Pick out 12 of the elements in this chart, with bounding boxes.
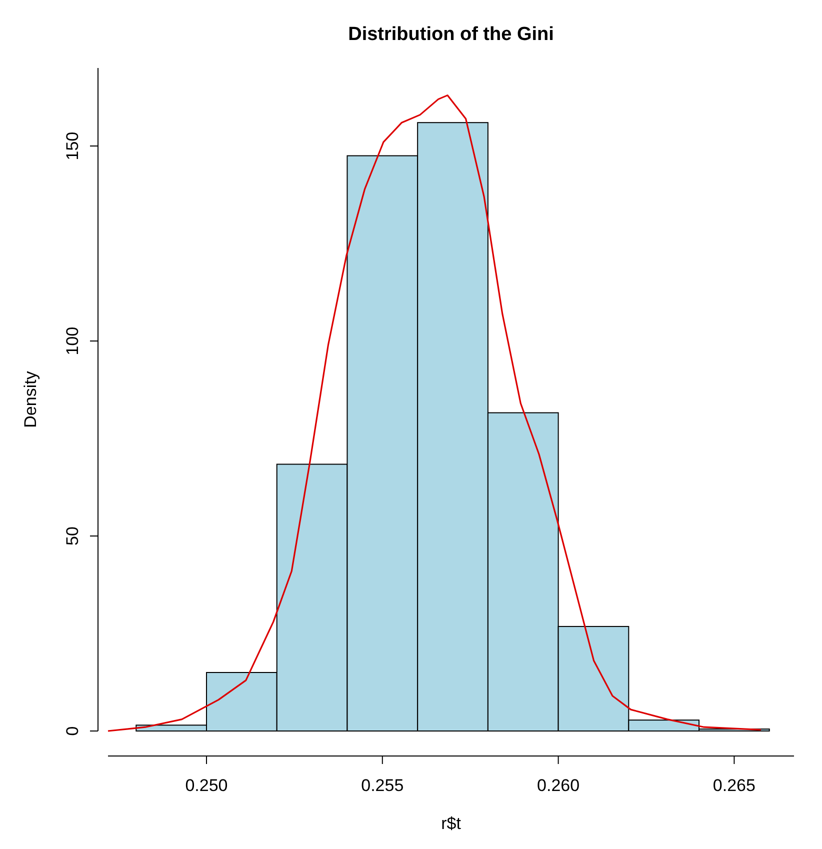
y-tick-label: 100	[63, 326, 82, 356]
x-tick-label: 0.255	[361, 776, 404, 795]
line-series	[107, 94, 762, 732]
x-tick-label: 0.260	[537, 776, 580, 795]
y-tick-label: 0	[63, 726, 82, 736]
x-tick-label: 0.265	[712, 776, 756, 795]
y-tick-label: 150	[63, 132, 82, 160]
chart-title: Distribution of the Gini	[348, 24, 554, 45]
x-axis-title: r$t	[441, 814, 462, 833]
x-tick-label: 0.250	[185, 776, 228, 795]
y-tick-label: 50	[63, 526, 82, 546]
y-axis-title: Density	[21, 370, 40, 428]
